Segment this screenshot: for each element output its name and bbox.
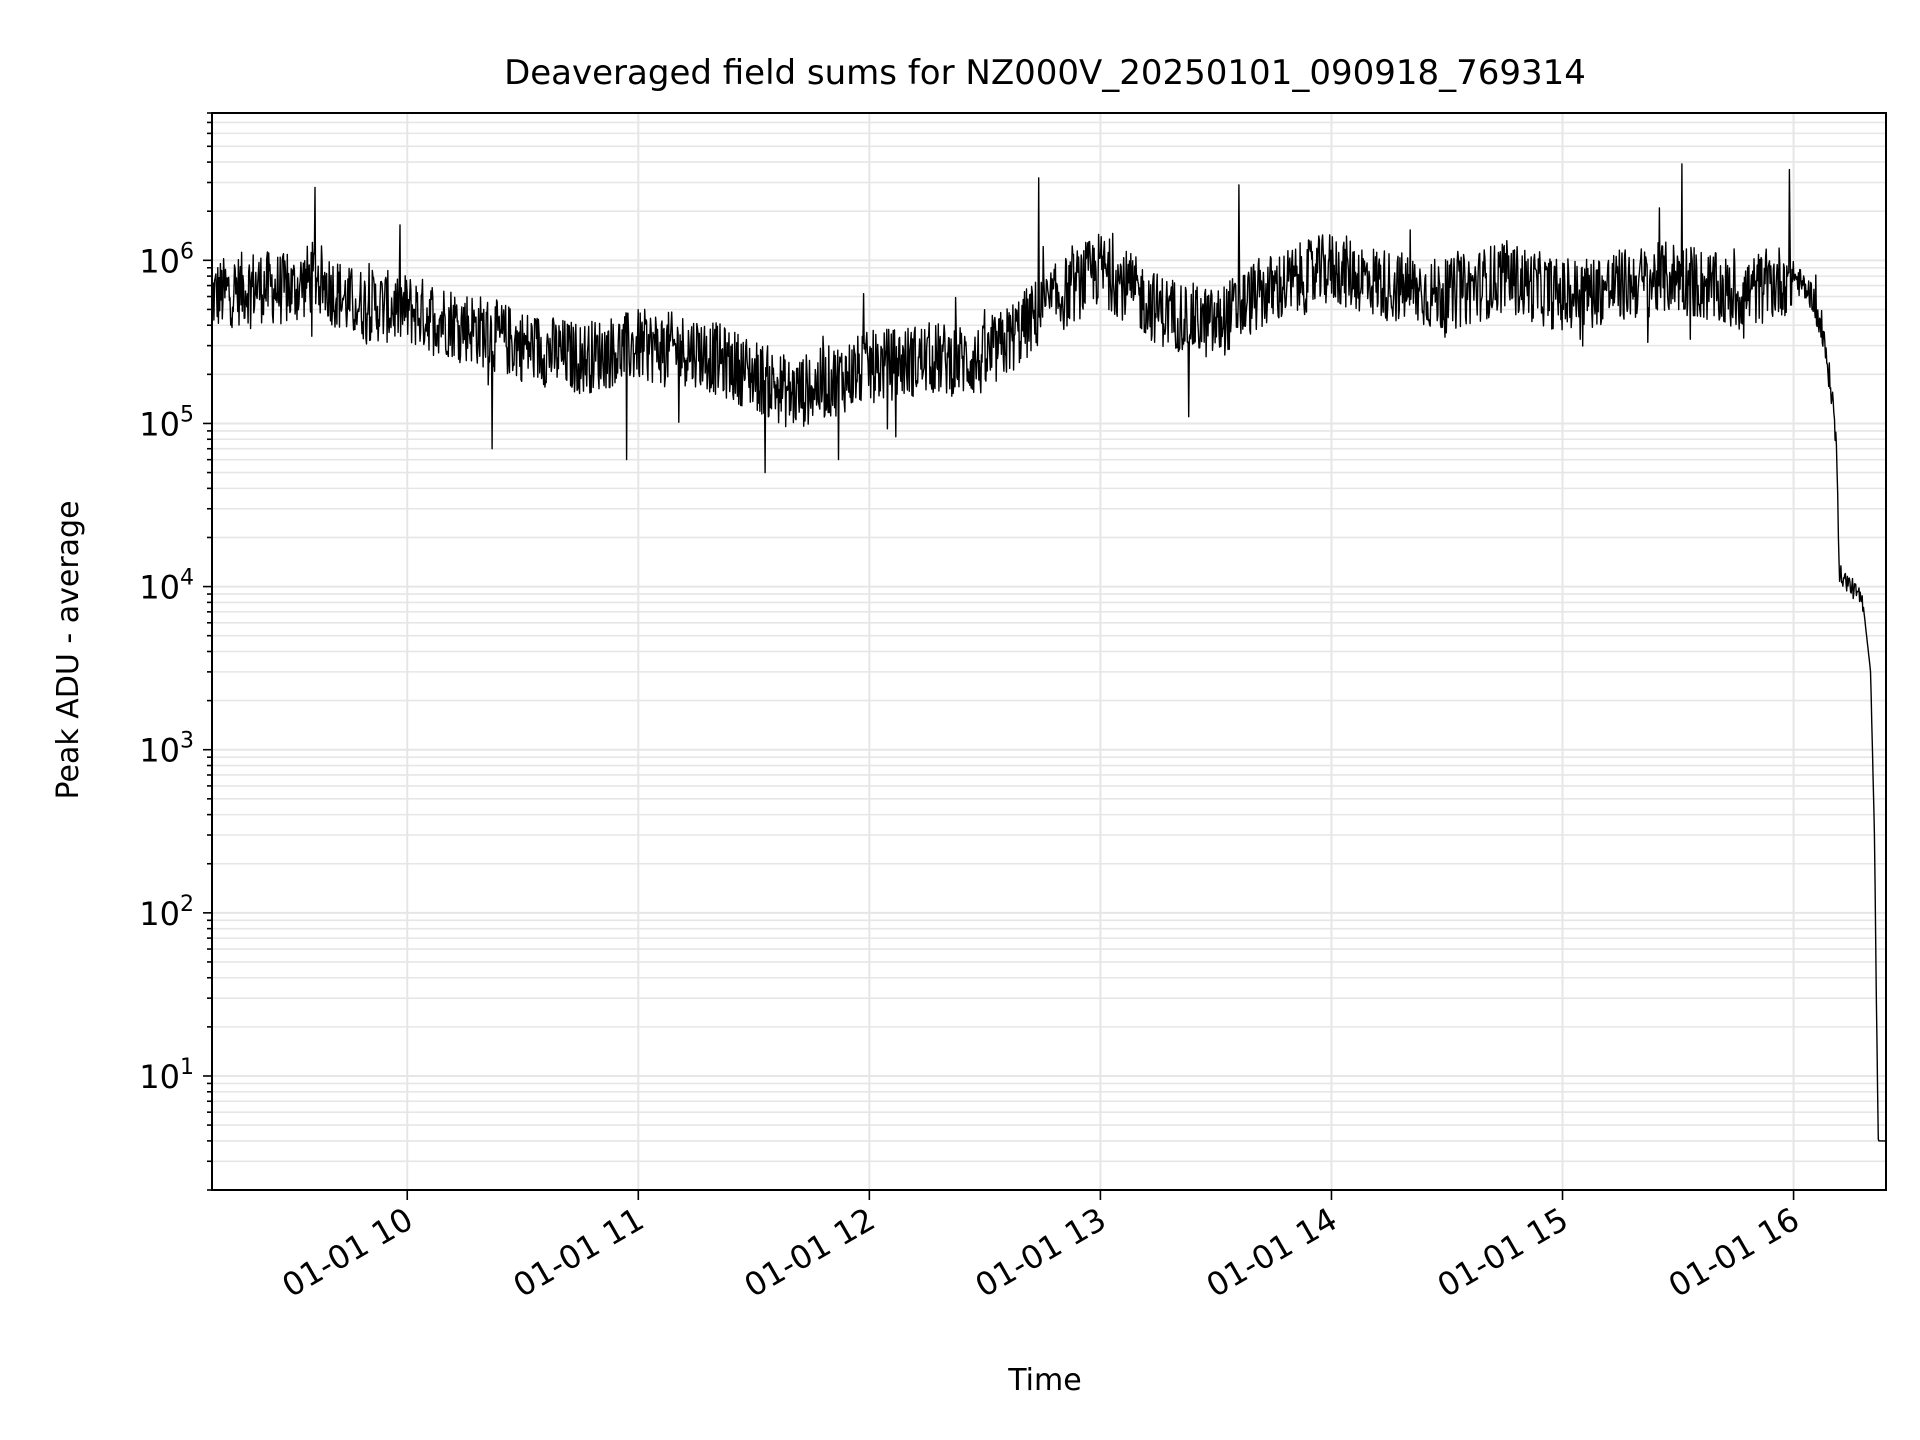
y-tick-label: 101 xyxy=(139,1055,194,1096)
y-tick-exponent: 3 xyxy=(180,729,194,754)
y-tick-label: 103 xyxy=(139,729,194,770)
y-axis-label: Peak ADU - average xyxy=(51,500,86,799)
y-tick-base: 10 xyxy=(139,1058,180,1096)
series-line xyxy=(211,163,1887,1142)
y-tick-exponent: 5 xyxy=(180,402,194,427)
y-tick-label: 106 xyxy=(139,239,194,280)
y-tick-base: 10 xyxy=(139,242,180,280)
y-tick-exponent: 6 xyxy=(180,239,194,264)
chart-title: Deaveraged field sums for NZ000V_2025010… xyxy=(504,53,1586,93)
y-tick-label: 102 xyxy=(139,892,194,933)
series-line-group xyxy=(211,163,1887,1142)
y-tick-label: 105 xyxy=(139,402,194,443)
x-axis-label: Time xyxy=(1007,1363,1081,1398)
y-tick-base: 10 xyxy=(139,732,180,770)
y-tick-exponent: 2 xyxy=(180,892,194,917)
y-tick-base: 10 xyxy=(139,405,180,443)
y-tick-base: 10 xyxy=(139,569,180,607)
y-tick-exponent: 1 xyxy=(180,1055,194,1080)
y-tick-label: 104 xyxy=(139,566,194,607)
y-tick-exponent: 4 xyxy=(180,566,194,591)
y-tick-base: 10 xyxy=(139,895,180,933)
